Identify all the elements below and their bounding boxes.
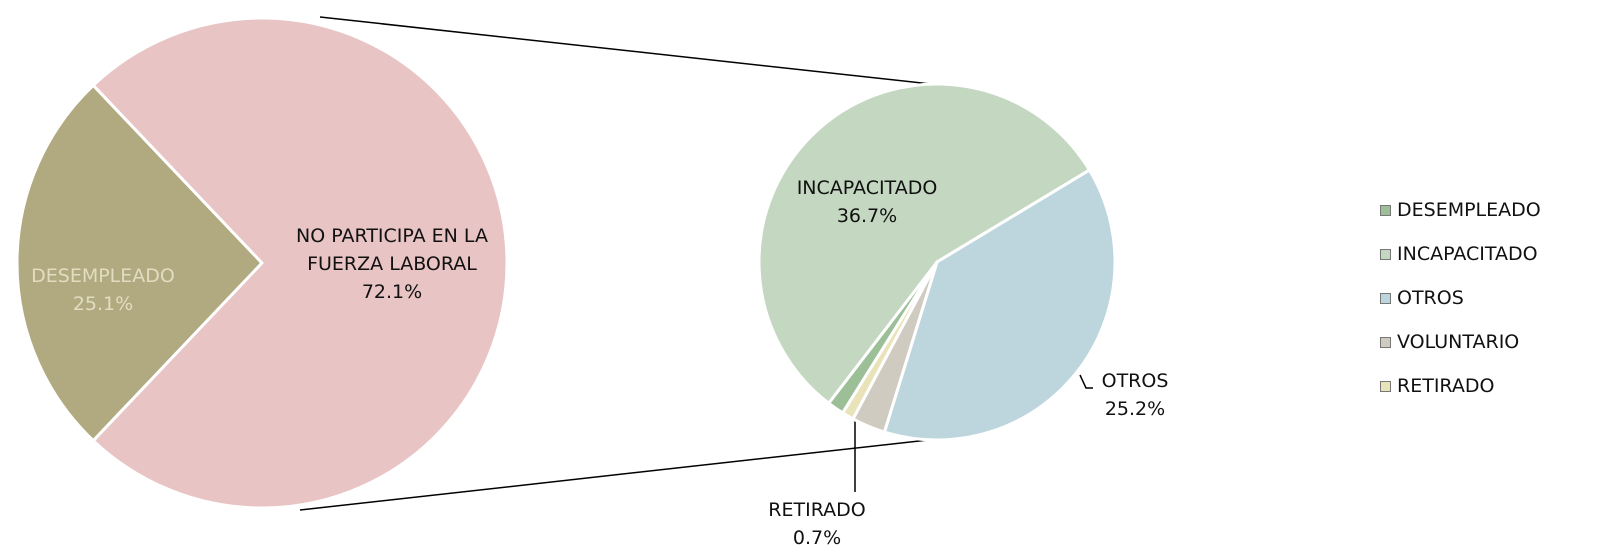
- pie-slice: [91, 16, 509, 510]
- label-category: NO PARTICIPA EN LA FUERZA LABORAL: [296, 225, 488, 275]
- label-value: 36.7%: [836, 205, 898, 227]
- pie-slice: [882, 168, 1117, 442]
- pie-slice: [757, 82, 1091, 405]
- pie-slice: [15, 83, 264, 443]
- legend-label: DESEMPLEADO: [1397, 199, 1541, 221]
- legend-swatch: [1380, 248, 1391, 260]
- label-value: 0.7%: [792, 527, 842, 549]
- connector-line: [319, 16, 941, 86]
- legend-item: DESEMPLEADO: [1380, 199, 1541, 221]
- legend-item: OTROS: [1380, 287, 1464, 309]
- label-value: 25.2%: [1104, 398, 1166, 420]
- legend-label: VOLUNTARIO: [1397, 331, 1520, 353]
- legend-label: RETIRADO: [1397, 375, 1495, 397]
- legend-swatch: [1380, 204, 1391, 216]
- data-label: NO PARTICIPA EN LA FUERZA LABORAL 72.1%: [272, 222, 512, 306]
- legend-label: OTROS: [1397, 287, 1464, 309]
- connector-line: [299, 436, 956, 511]
- legend-label: INCAPACITADO: [1397, 243, 1538, 265]
- data-label: INCAPACITADO 36.7%: [767, 174, 967, 230]
- label-value: 25.1%: [72, 293, 134, 315]
- legend-item: RETIRADO: [1380, 375, 1494, 397]
- legend-swatch: [1380, 292, 1391, 304]
- data-label: OTROS 25.2%: [1075, 367, 1195, 423]
- leader-line: [1079, 374, 1093, 389]
- data-label: DESEMPLEADO 25.1%: [3, 262, 203, 318]
- pie-slice: [841, 260, 939, 421]
- label-category: DESEMPLEADO: [31, 265, 175, 287]
- data-label: RETIRADO 0.7%: [747, 496, 887, 552]
- label-category: OTROS: [1101, 370, 1169, 392]
- legend-item: VOLUNTARIO: [1380, 331, 1519, 353]
- legend-swatch: [1380, 336, 1391, 348]
- label-category: RETIRADO: [768, 499, 866, 521]
- legend-item: INCAPACITADO: [1380, 243, 1538, 265]
- label-value: 72.1%: [361, 281, 423, 303]
- label-category: INCAPACITADO: [796, 177, 938, 199]
- legend-swatch: [1380, 380, 1391, 392]
